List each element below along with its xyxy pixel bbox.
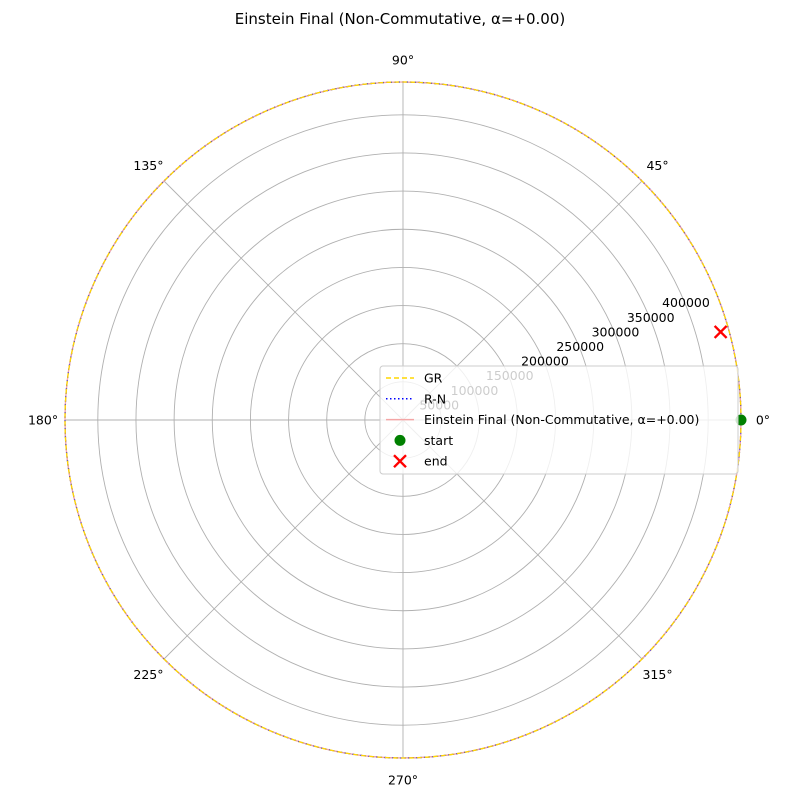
r-tick-label-350000: 350000 <box>627 310 675 325</box>
r-tick-label-200000: 200000 <box>521 354 569 369</box>
legend-swatch <box>394 434 406 446</box>
legend-item-einstein: Einstein Final (Non-Commutative, α=+0.00… <box>386 412 699 427</box>
legend-item-gr: GR <box>386 371 443 386</box>
theta-tick-label-315: 315° <box>642 667 672 682</box>
theta-tick-label-270: 270° <box>388 772 418 787</box>
theta-gridline-135 <box>163 180 404 421</box>
legend-label: R-N <box>424 391 446 406</box>
theta-gridline-225 <box>163 419 404 660</box>
theta-tick-label-180: 180° <box>28 413 58 428</box>
r-tick-label-400000: 400000 <box>662 295 710 310</box>
legend-item-start: start <box>394 433 453 448</box>
marker-end <box>713 325 728 339</box>
r-tick-label-300000: 300000 <box>592 324 640 339</box>
legend-item-end: end <box>393 454 448 469</box>
legend-label: start <box>424 433 453 448</box>
legend-label: GR <box>424 371 443 386</box>
legend-label: Einstein Final (Non-Commutative, α=+0.00… <box>424 412 699 427</box>
theta-tick-label-225: 225° <box>133 667 163 682</box>
chart-title: Einstein Final (Non-Commutative, α=+0.00… <box>234 10 566 28</box>
legend-frame <box>379 365 739 475</box>
theta-tick-label-0: 0° <box>756 413 770 428</box>
legend-label: end <box>424 454 448 469</box>
legend: GR R-N Einstein Final (Non-Commutative, α=… <box>379 365 739 475</box>
legend-item-r-n: R-N <box>386 391 446 406</box>
theta-tick-label-45: 45° <box>646 158 668 173</box>
r-tick-label-250000: 250000 <box>556 339 604 354</box>
theta-tick-label-135: 135° <box>133 158 163 173</box>
theta-tick-label-90: 90° <box>392 53 414 68</box>
